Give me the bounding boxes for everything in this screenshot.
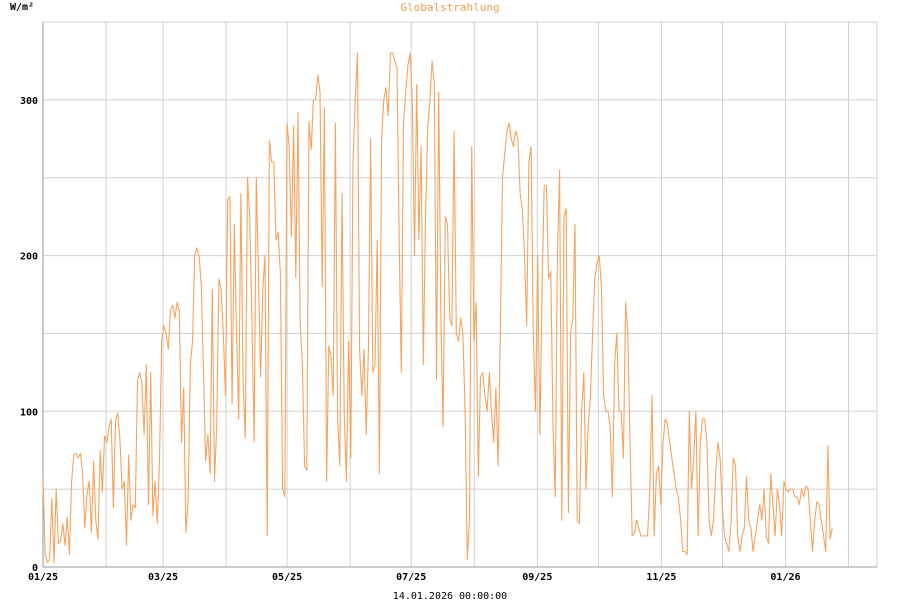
x-axis-label: 14.01.2026 00:00:00	[393, 591, 507, 600]
x-tick-label: 01/25	[28, 572, 58, 583]
axes: 0 100 200 300 01/25 03/25 05/25 07/25 09/25 11/25…	[20, 22, 877, 583]
y-tick-label: 300	[20, 96, 38, 107]
y-tick-label: 0	[32, 563, 38, 574]
y-tick-label: 100	[20, 407, 38, 418]
x-tick-label: 01/26	[770, 572, 800, 583]
chart-title: Globalstrahlung	[400, 1, 499, 14]
x-tick-label: 11/25	[646, 572, 676, 583]
x-tick-label: 09/25	[522, 572, 552, 583]
x-tick-label: 03/25	[148, 572, 178, 583]
series-line-globalstrahlung	[42, 52, 833, 563]
labels: Globalstrahlung W/m² 14.01.2026 00:00:00	[10, 1, 507, 600]
y-tick-label: 200	[20, 252, 38, 263]
y-axis-label: W/m²	[10, 2, 34, 13]
series	[42, 52, 833, 563]
x-tick-label: 07/25	[396, 572, 426, 583]
x-tick-label: 05/25	[272, 572, 302, 583]
grid	[42, 21, 878, 567]
